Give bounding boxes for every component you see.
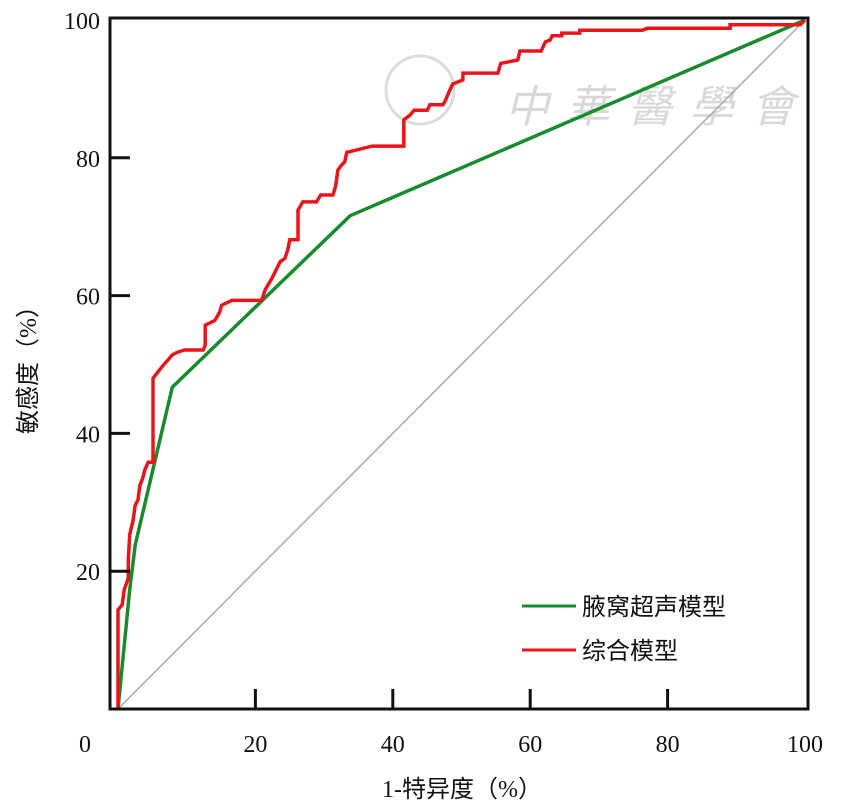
y-axis-title: 敏感度（%） (15, 294, 42, 434)
x-axis-title: 1-特异度（%） (382, 776, 542, 803)
x-tick-label: 20 (243, 732, 267, 758)
y-tick-label: 80 (76, 147, 100, 173)
x-tick-label: 40 (381, 732, 405, 758)
legend-label-1: 综合模型 (582, 638, 678, 665)
x-tick-label: 100 (787, 732, 823, 758)
series-line-0 (116, 18, 806, 710)
y-tick-label: 60 (76, 285, 100, 311)
y-tick-label: 20 (76, 560, 100, 586)
series-line-1 (116, 18, 807, 709)
x-tick-label: 60 (518, 732, 542, 758)
reference-diagonal-line (117, 19, 806, 710)
x-tick-label: 80 (656, 732, 680, 758)
legend-label-0: 腋窝超声模型 (582, 594, 726, 621)
plot-frame (108, 16, 810, 711)
y-tick-label: 100 (64, 9, 100, 35)
watermark-text: 中華醫學會 (505, 83, 801, 132)
watermark-seal-icon (384, 54, 456, 126)
x-tick-label: 0 (79, 732, 91, 758)
y-tick-label: 40 (76, 422, 100, 448)
